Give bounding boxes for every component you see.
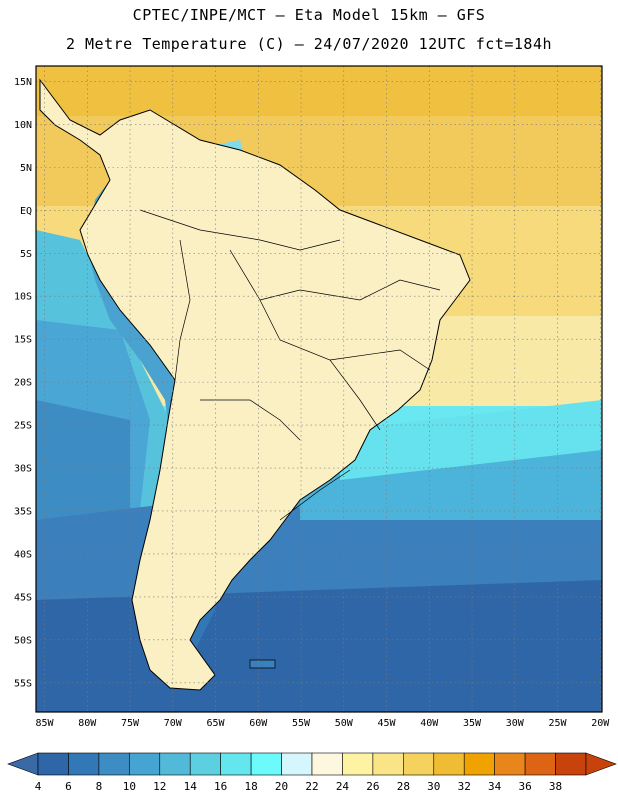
colorbar-swatch <box>403 752 435 776</box>
lat-tick-label: 5S <box>20 249 32 260</box>
colorbar-swatch <box>129 752 161 776</box>
lon-tick-label: 45W <box>378 718 397 729</box>
latitude-labels: 15N 10N 5N EQ 5S 10S 15S 20S 25S 30S 35S 40S 45S 50S 5… <box>14 77 32 689</box>
lon-tick-label: 30W <box>506 718 525 729</box>
lat-tick-label: 45S <box>14 592 32 603</box>
colorbar-label: 38 <box>549 780 562 793</box>
colorbar-label: 6 <box>65 780 72 793</box>
map-frame <box>35 65 603 713</box>
colorbar-swatch <box>494 752 526 776</box>
lon-tick-label: 75W <box>121 718 140 729</box>
lon-tick-label: 60W <box>249 718 268 729</box>
colorbar-label: 32 <box>458 780 471 793</box>
colorbar-label: 34 <box>488 780 502 793</box>
lat-tick-label: 50S <box>14 635 32 646</box>
lat-tick-label: 15N <box>14 77 32 88</box>
colorbar-label: 4 <box>35 780 42 793</box>
lat-tick-label: EQ <box>20 206 32 217</box>
colorbar-label: 28 <box>397 780 410 793</box>
colorbar-swatch <box>555 752 587 776</box>
lat-tick-label: 10S <box>14 292 32 303</box>
colorbar-label: 20 <box>275 780 288 793</box>
lat-tick-label: 15S <box>14 335 32 346</box>
colorbar-swatch <box>189 752 221 776</box>
colorbar-swatch <box>372 752 404 776</box>
lon-tick-label: 35W <box>463 718 482 729</box>
colorbar-swatch <box>98 752 130 776</box>
lat-tick-label: 25S <box>14 421 32 432</box>
colorbar-swatch <box>220 752 252 776</box>
colorbar-left-arrow <box>7 752 39 776</box>
lat-tick-label: 40S <box>14 549 32 560</box>
lon-tick-label: 85W <box>36 718 55 729</box>
colorbar-label: 8 <box>96 780 103 793</box>
lat-tick-label: 35S <box>14 506 32 517</box>
lat-tick-label: 30S <box>14 464 32 475</box>
colorbar-swatch <box>433 752 465 776</box>
colorbar: 4 6 8 10 12 14 16 18 20 22 24 26 28 30 32 34 36 38 <box>7 752 617 793</box>
colorbar-swatch <box>342 752 374 776</box>
colorbar-label: 30 <box>427 780 440 793</box>
lat-tick-label: 20S <box>14 378 32 389</box>
colorbar-label: 12 <box>153 780 166 793</box>
lon-tick-label: 80W <box>78 718 97 729</box>
lon-tick-label: 50W <box>335 718 354 729</box>
lon-tick-label: 40W <box>420 718 439 729</box>
colorbar-right-arrow <box>585 752 617 776</box>
colorbar-label: 26 <box>366 780 379 793</box>
lon-tick-label: 65W <box>207 718 226 729</box>
lat-tick-label: 5N <box>20 163 32 174</box>
colorbar-swatch <box>250 752 282 776</box>
colorbar-label: 14 <box>184 780 198 793</box>
colorbar-swatch <box>37 752 69 776</box>
colorbar-swatch <box>281 752 313 776</box>
colorbar-label: 16 <box>214 780 227 793</box>
lon-tick-label: 55W <box>292 718 311 729</box>
colorbar-label: 18 <box>244 780 257 793</box>
chart-title: CPTEC/INPE/MCT – Eta Model 15km – GFS <box>132 6 486 24</box>
colorbar-swatch <box>311 752 343 776</box>
colorbar-swatch <box>463 752 495 776</box>
lon-tick-label: 70W <box>164 718 183 729</box>
longitude-labels: 85W 80W 75W 70W 65W 60W 55W 50W 45W 40W 35W 30W 25W 2… <box>36 718 611 729</box>
colorbar-swatch <box>524 752 556 776</box>
colorbar-label: 24 <box>336 780 350 793</box>
colorbar-label: 10 <box>123 780 136 793</box>
map-area <box>36 66 602 712</box>
colorbar-label: 36 <box>518 780 531 793</box>
colorbar-label: 22 <box>305 780 318 793</box>
lat-tick-label: 55S <box>14 678 32 689</box>
lat-tick-label: 10N <box>14 120 32 131</box>
colorbar-swatch <box>68 752 100 776</box>
lon-tick-label: 20W <box>591 718 610 729</box>
chart-subtitle: 2 Metre Temperature (C) – 24/07/2020 12U… <box>65 35 553 53</box>
colorbar-swatch <box>159 752 191 776</box>
lon-tick-label: 25W <box>549 718 568 729</box>
